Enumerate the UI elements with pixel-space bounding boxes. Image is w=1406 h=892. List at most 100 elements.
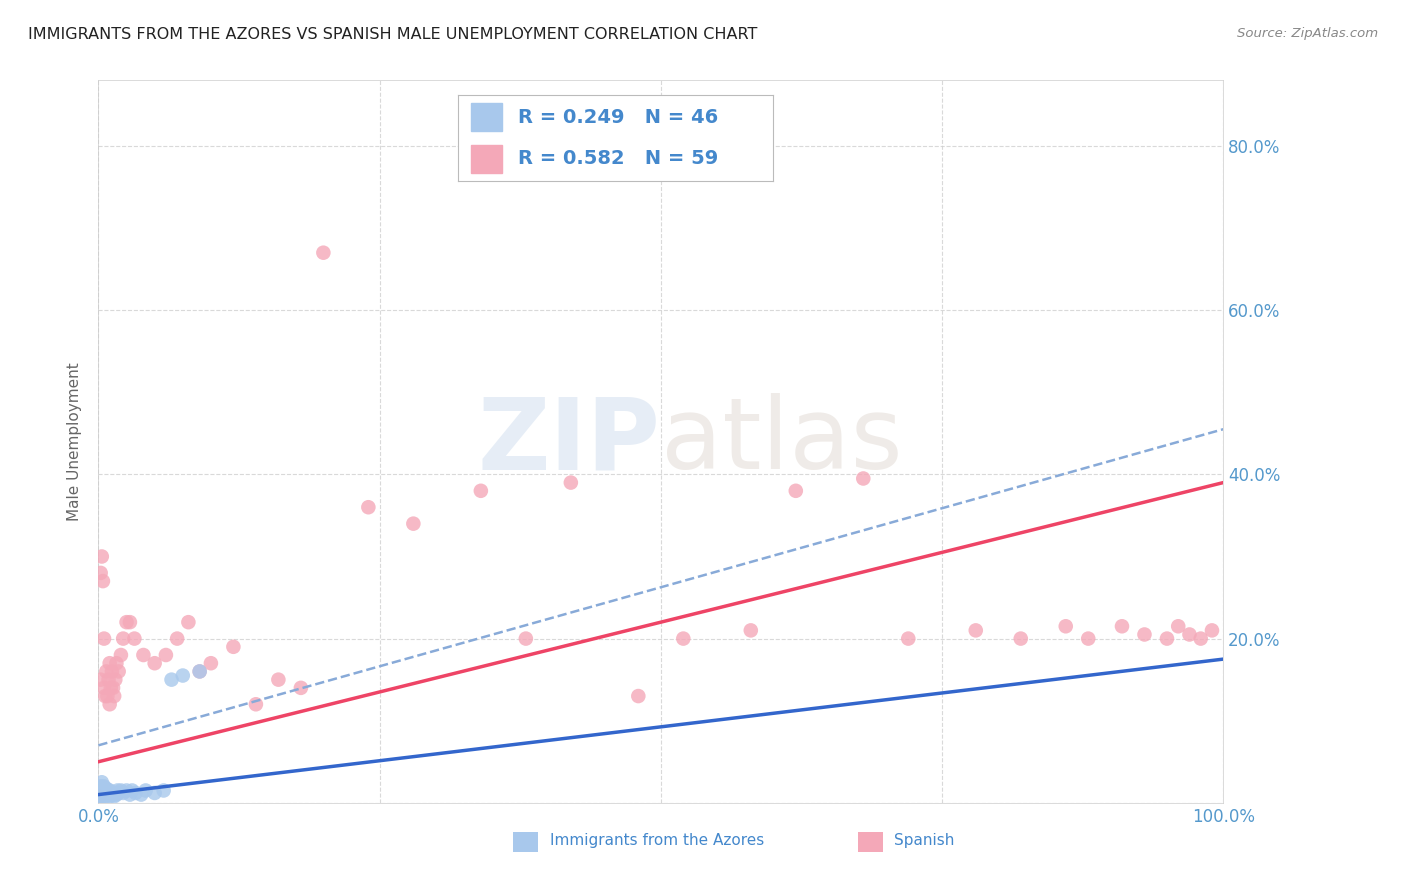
Point: [1054, 619, 1077, 633]
Point: [103, 689, 125, 703]
Point: [897, 632, 920, 646]
Point: [98, 783, 121, 797]
Point: [143, 786, 166, 800]
Point: [90, 783, 112, 797]
Point: [740, 624, 762, 638]
Point: [100, 681, 122, 695]
Point: [90, 775, 112, 789]
Point: [115, 615, 138, 630]
Point: [105, 788, 128, 802]
Point: [155, 648, 177, 662]
Point: [93, 783, 115, 797]
Point: [135, 783, 157, 797]
Point: [97, 673, 120, 687]
Point: [1133, 627, 1156, 641]
Point: [129, 788, 152, 802]
Point: [245, 698, 267, 712]
Point: [402, 516, 425, 531]
Point: [97, 786, 120, 800]
Point: [1178, 627, 1201, 641]
Point: [101, 665, 124, 679]
Point: [107, 786, 129, 800]
Point: [90, 780, 112, 795]
Point: [93, 780, 115, 794]
Point: [94, 786, 117, 800]
Point: [96, 788, 118, 802]
Point: [107, 665, 129, 679]
Point: [89, 789, 111, 804]
Point: [98, 657, 121, 671]
Point: [101, 788, 124, 802]
Point: [94, 689, 117, 703]
Text: Spanish: Spanish: [894, 833, 955, 847]
Text: atlas: atlas: [661, 393, 903, 490]
Text: IMMIGRANTS FROM THE AZORES VS SPANISH MALE UNEMPLOYMENT CORRELATION CHART: IMMIGRANTS FROM THE AZORES VS SPANISH MA…: [28, 27, 758, 42]
Point: [121, 783, 143, 797]
Y-axis label: Male Unemployment: Male Unemployment: [67, 362, 83, 521]
Point: [1156, 632, 1178, 646]
Point: [200, 657, 222, 671]
Point: [470, 483, 492, 498]
Point: [110, 783, 132, 797]
Point: [110, 648, 132, 662]
Point: [89, 789, 111, 804]
Point: [96, 789, 118, 804]
Point: [90, 788, 112, 802]
Point: [105, 657, 128, 671]
Point: [222, 640, 245, 654]
Point: [93, 788, 115, 802]
Point: [1201, 624, 1223, 638]
Point: [672, 632, 695, 646]
Point: [124, 786, 146, 800]
Point: [290, 681, 312, 695]
Point: [90, 786, 112, 800]
Point: [89, 788, 111, 802]
Point: [98, 698, 121, 712]
Point: [1189, 632, 1212, 646]
Point: [93, 681, 115, 695]
Text: Source: ZipAtlas.com: Source: ZipAtlas.com: [1237, 27, 1378, 40]
Point: [112, 786, 135, 800]
Point: [96, 689, 118, 703]
Point: [188, 665, 211, 679]
Point: [118, 615, 141, 630]
Point: [90, 566, 112, 580]
Point: [103, 789, 125, 804]
Point: [1167, 619, 1189, 633]
Point: [90, 673, 112, 687]
Point: [98, 789, 121, 804]
Point: [188, 665, 211, 679]
Point: [91, 782, 114, 797]
Point: [101, 681, 124, 695]
Point: [627, 689, 650, 703]
Point: [112, 632, 135, 646]
Point: [785, 483, 807, 498]
Point: [852, 471, 875, 485]
Point: [267, 673, 290, 687]
Point: [90, 549, 112, 564]
Point: [132, 648, 155, 662]
Point: [91, 789, 114, 804]
Point: [118, 788, 141, 802]
Point: [96, 665, 118, 679]
Point: [160, 673, 183, 687]
Point: [93, 632, 115, 646]
Point: [1111, 619, 1133, 633]
Point: [89, 783, 111, 797]
Point: [312, 245, 335, 260]
Point: [90, 790, 112, 805]
Text: Immigrants from the Azores: Immigrants from the Azores: [550, 833, 763, 847]
Point: [94, 780, 117, 795]
Point: [357, 500, 380, 515]
Point: [560, 475, 582, 490]
Point: [1010, 632, 1032, 646]
Point: [143, 657, 166, 671]
Point: [172, 668, 194, 682]
Point: [104, 786, 127, 800]
Point: [104, 673, 127, 687]
Point: [100, 788, 122, 802]
Point: [91, 574, 114, 588]
Point: [177, 615, 200, 630]
Point: [515, 632, 537, 646]
Point: [96, 782, 118, 797]
